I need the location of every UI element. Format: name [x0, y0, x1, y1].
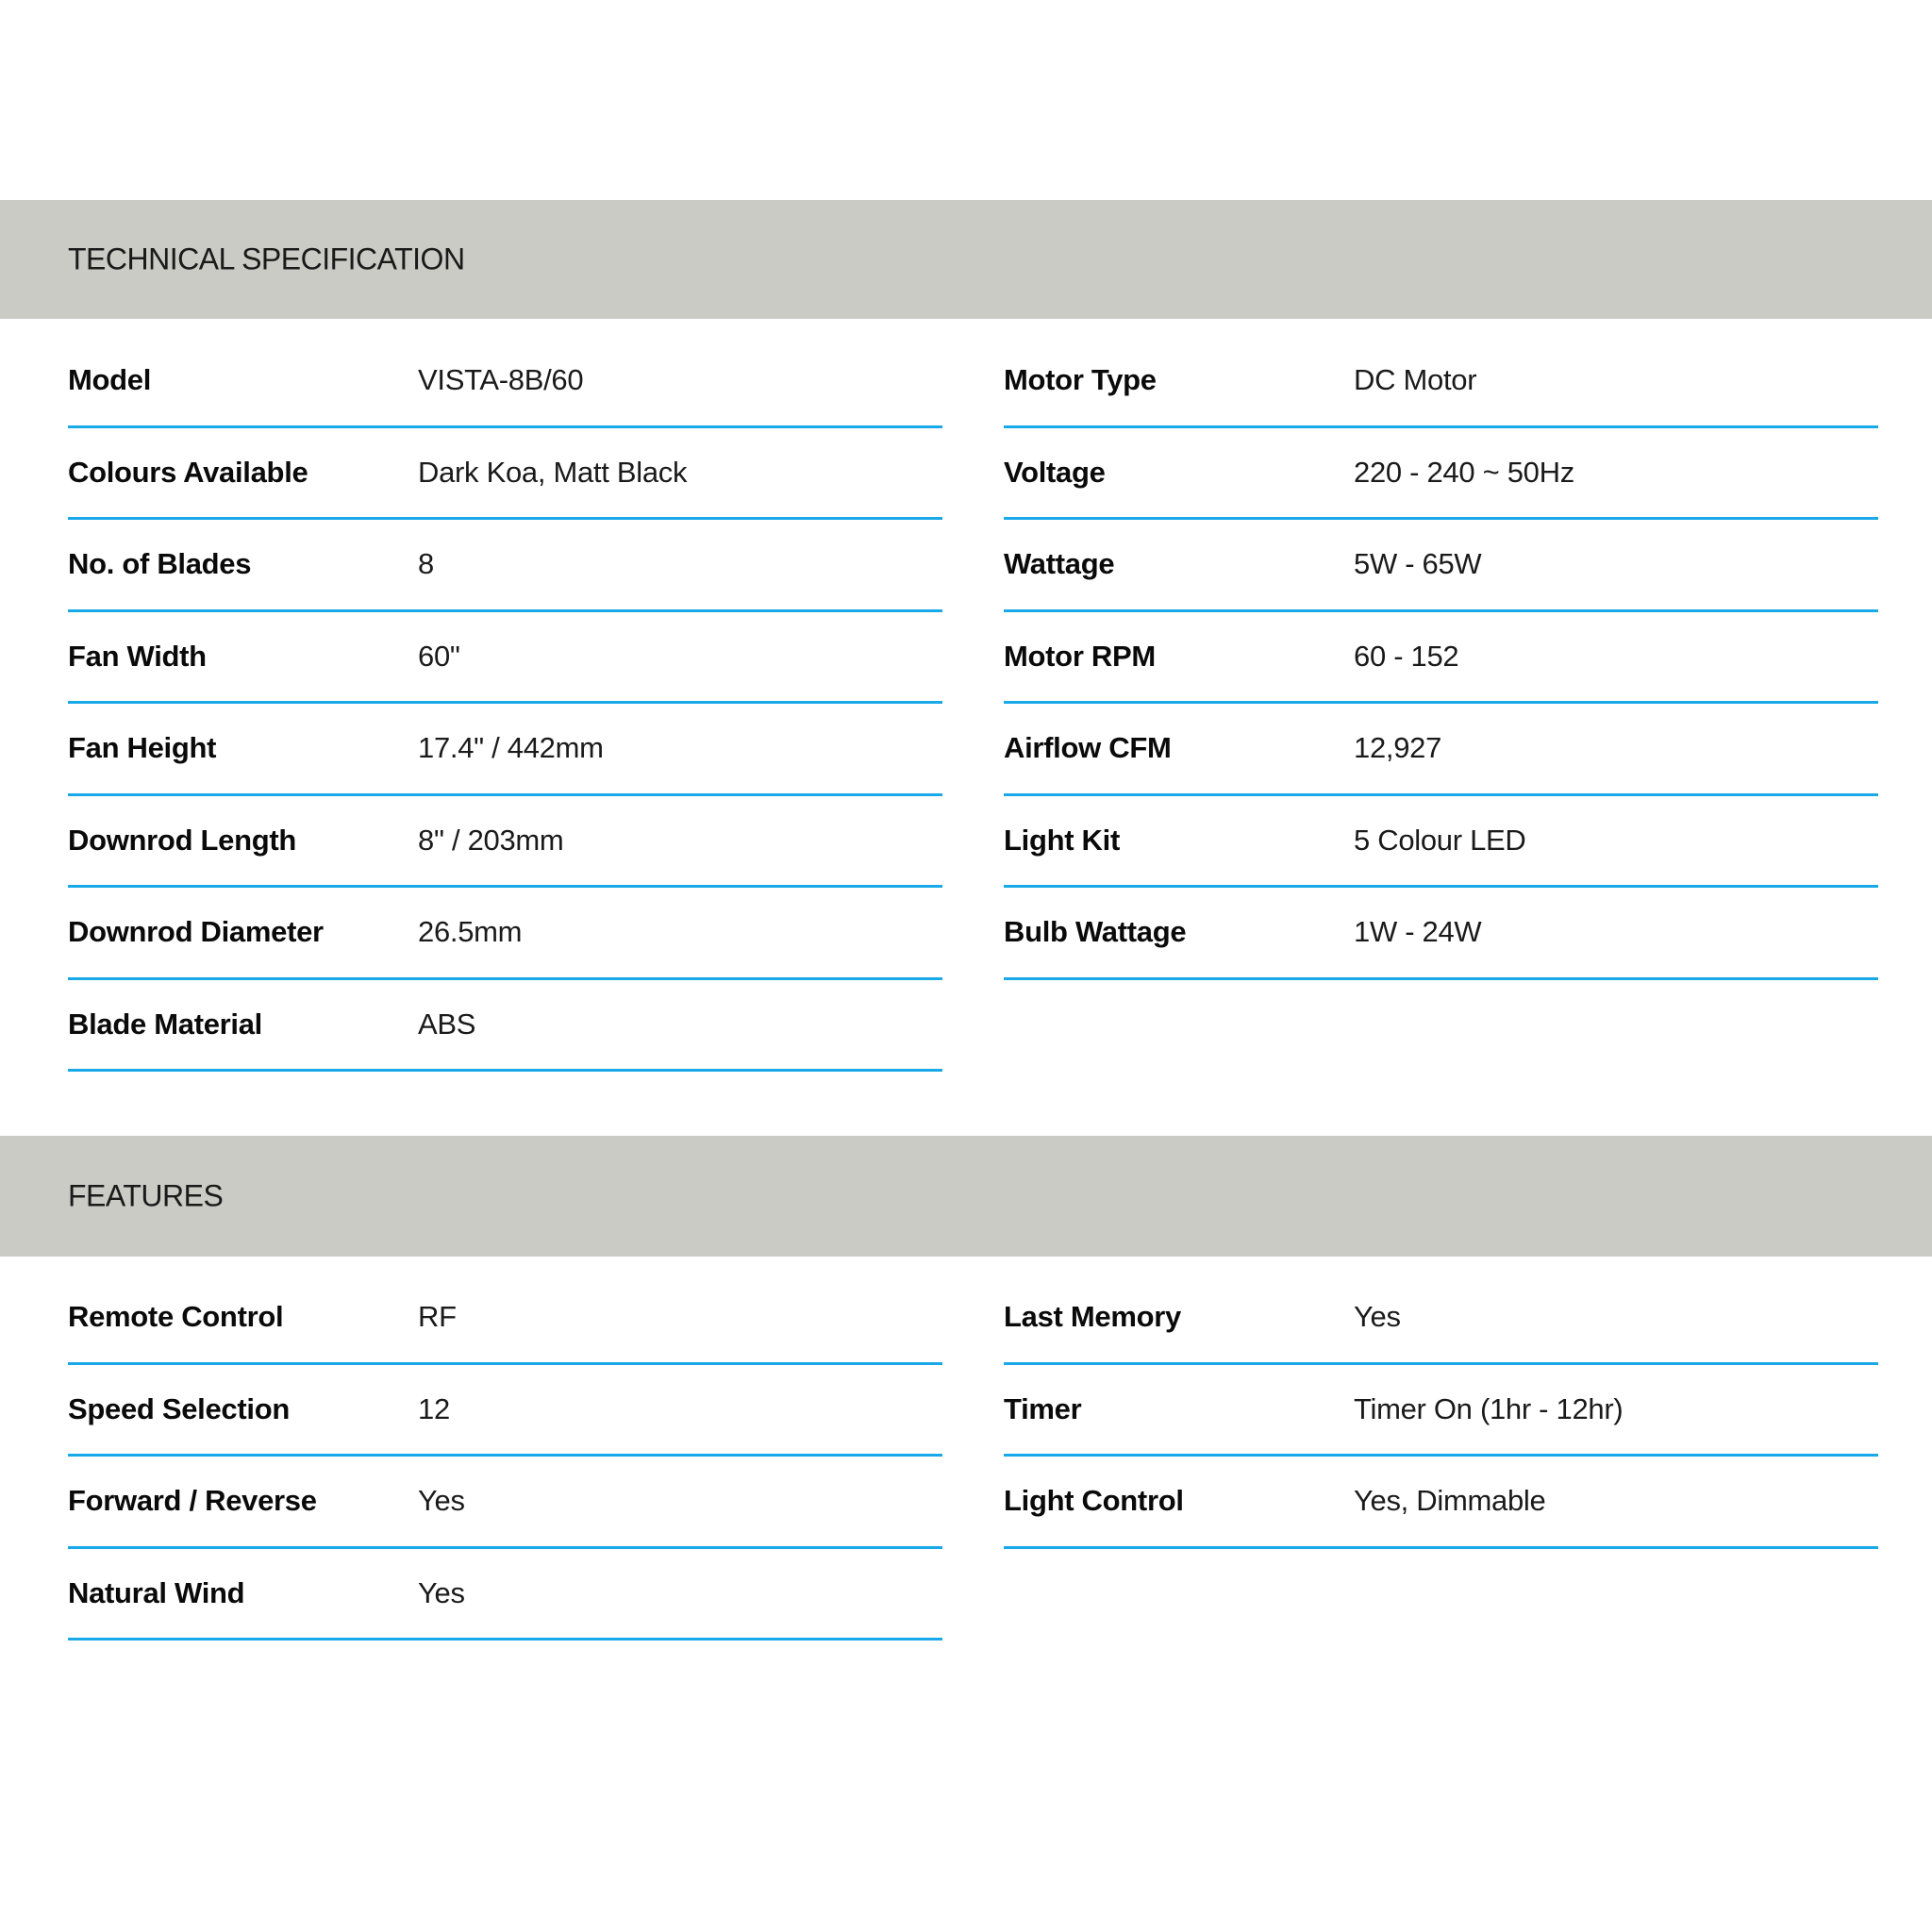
spec-label: Wattage [1004, 547, 1115, 581]
spec-value: RF [418, 1300, 457, 1334]
spec-row: Airflow CFM 12,927 [1004, 704, 1878, 796]
spec-value: 1W - 24W [1354, 915, 1482, 949]
spec-value: ABS [418, 1007, 476, 1041]
spec-value: Dark Koa, Matt Black [418, 455, 688, 489]
spec-label: Downrod Length [68, 823, 297, 857]
spec-row: Voltage 220 - 240 ~ 50Hz [1004, 428, 1878, 520]
spec-row: Forward / Reverse Yes [68, 1457, 942, 1549]
spec-row: No. of Blades 8 [68, 520, 942, 612]
spec-row: Motor Type DC Motor [1004, 336, 1878, 428]
spec-row: Fan Width 60" [68, 612, 942, 704]
spec-value: 5 Colour LED [1354, 823, 1526, 857]
section-title: TECHNICAL SPECIFICATION [68, 242, 465, 276]
technical-specification-header: TECHNICAL SPECIFICATION [0, 200, 1932, 319]
spec-label: Fan Height [68, 731, 217, 765]
spec-label: Forward / Reverse [68, 1484, 317, 1518]
spec-label: Downrod Diameter [68, 915, 324, 949]
spec-label: Motor RPM [1004, 639, 1156, 673]
spec-row: Model VISTA-8B/60 [68, 336, 942, 428]
spec-value: Yes [1354, 1300, 1401, 1334]
spec-value: Yes, Dimmable [1354, 1484, 1546, 1518]
spec-label: Natural Wind [68, 1575, 245, 1609]
spec-value: 12 [418, 1391, 450, 1425]
spec-row: Downrod Length 8" / 203mm [68, 796, 942, 888]
spec-table-right: Motor Type DC Motor Voltage 220 - 240 ~ 50H… [1004, 336, 1878, 980]
spec-label: Remote Control [68, 1300, 284, 1334]
spec-label: Colours Available [68, 455, 308, 489]
spec-row: Blade Material ABS [68, 980, 942, 1072]
spec-row: Colours Available Dark Koa, Matt Black [68, 428, 942, 520]
spec-row: Speed Selection 12 [68, 1365, 942, 1457]
spec-label: Motor Type [1004, 363, 1157, 397]
spec-label: Airflow CFM [1004, 731, 1172, 765]
spec-value: 26.5mm [418, 915, 523, 949]
spec-value: Yes [418, 1575, 465, 1609]
features-table-left: Remote Control RF Speed Selection 12 Forward… [68, 1273, 942, 1641]
spec-row: Wattage 5W - 65W [1004, 520, 1878, 612]
spec-value: 17.4" / 442mm [418, 731, 604, 765]
spec-label: Speed Selection [68, 1391, 290, 1425]
spec-value: 12,927 [1354, 731, 1442, 765]
spec-row: Light Control Yes, Dimmable [1004, 1457, 1878, 1549]
spec-label: Model [68, 363, 152, 397]
spec-label: Timer [1004, 1391, 1082, 1425]
spec-value: 8 [418, 547, 434, 581]
spec-row: Downrod Diameter 26.5mm [68, 888, 942, 980]
features-header: FEATURES [0, 1136, 1932, 1257]
spec-label: Voltage [1004, 455, 1106, 489]
spec-label: Light Kit [1004, 823, 1120, 857]
spec-row: Timer Timer On (1hr - 12hr) [1004, 1365, 1878, 1457]
spec-value: Yes [418, 1484, 465, 1518]
spec-row: Natural Wind Yes [68, 1549, 942, 1641]
spec-row: Last Memory Yes [1004, 1273, 1878, 1365]
spec-value: DC Motor [1354, 363, 1477, 397]
features-table-right: Last Memory Yes Timer Timer On (1hr - 12hr)… [1004, 1273, 1878, 1549]
spec-row: Motor RPM 60 - 152 [1004, 612, 1878, 704]
spec-row: Light Kit 5 Colour LED [1004, 796, 1878, 888]
spec-row: Bulb Wattage 1W - 24W [1004, 888, 1878, 980]
spec-row: Fan Height 17.4" / 442mm [68, 704, 942, 796]
spec-value: 5W - 65W [1354, 547, 1482, 581]
spec-label: Blade Material [68, 1007, 262, 1041]
spec-label: No. of Blades [68, 547, 252, 581]
spec-table-left: Model VISTA-8B/60 Colours Available Dark Ko… [68, 336, 942, 1072]
section-title: FEATURES [68, 1178, 224, 1213]
spec-label: Bulb Wattage [1004, 915, 1187, 949]
spec-value: 220 - 240 ~ 50Hz [1354, 455, 1574, 489]
spec-value: Timer On (1hr - 12hr) [1354, 1391, 1624, 1425]
spec-label: Last Memory [1004, 1300, 1181, 1334]
spec-value: 60" [418, 639, 460, 673]
spec-value: 60 - 152 [1354, 639, 1459, 673]
spec-value: 8" / 203mm [418, 823, 564, 857]
spec-label: Light Control [1004, 1484, 1184, 1518]
spec-value: VISTA-8B/60 [418, 363, 584, 397]
spec-label: Fan Width [68, 639, 207, 673]
spec-row: Remote Control RF [68, 1273, 942, 1365]
